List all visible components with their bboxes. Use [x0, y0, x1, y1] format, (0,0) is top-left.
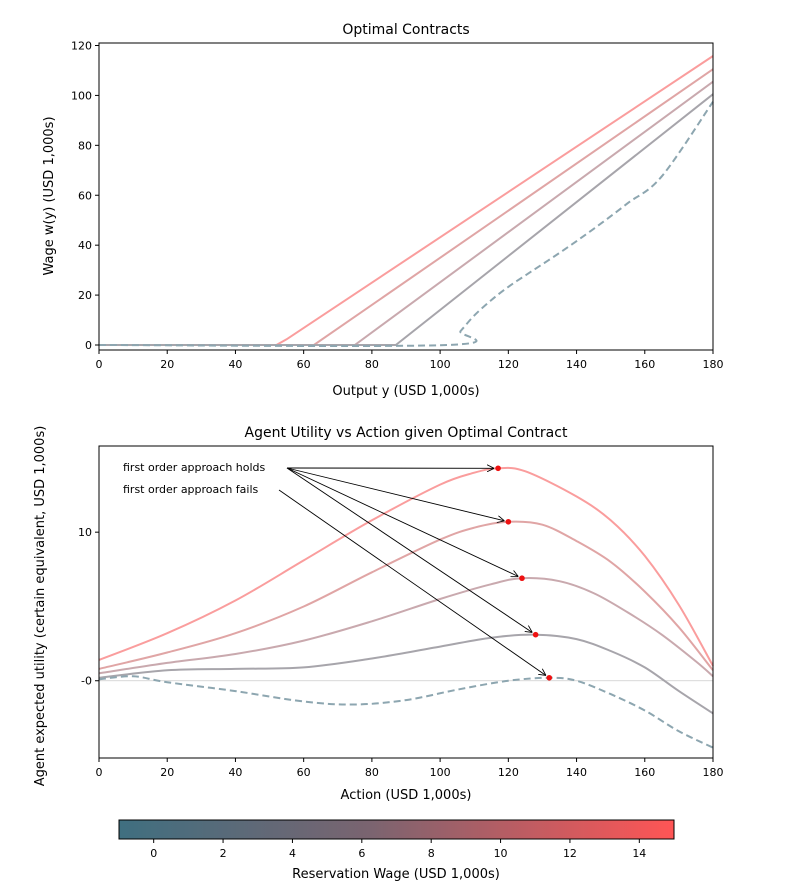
wage-chart-y-tick-label: 60 [78, 189, 92, 202]
wage-line-reservation-6 [99, 80, 714, 346]
utility-chart-x-label: Action (USD 1,000s) [341, 788, 472, 803]
wage-chart-y-tick-label: 80 [78, 139, 92, 152]
annotation-arrow [286, 467, 518, 577]
wage-chart-y-tick-label: 120 [71, 39, 92, 52]
annotation-arrow [286, 467, 532, 632]
utility-chart-x-ticks: 0 20 40 60 80 100 120 140 160 180 [96, 758, 724, 779]
wage-line-reservation-10 [99, 68, 714, 346]
wage-chart-x-tick-label: 0 [96, 358, 103, 371]
optimum-marker-reservation-6 [519, 575, 525, 582]
utility-chart-x-tick-label: 140 [566, 766, 587, 779]
utility-chart-arrows [278, 467, 546, 675]
utility-line-reservation-10 [98, 520, 714, 671]
colorbar-tick-label: 0 [150, 847, 157, 860]
utility-chart-y-tick-label: 10 [78, 526, 92, 539]
wage-chart-x-tick-label: 120 [498, 358, 519, 371]
annotation-arrow [286, 467, 504, 521]
utility-line-reservation-14 [98, 466, 714, 667]
colorbar-tick-label: 2 [220, 847, 227, 860]
annotation-holds: first order approach holds [123, 461, 266, 474]
optimum-marker-reservation-10 [505, 518, 512, 525]
wage-chart-x-tick-label: 60 [297, 358, 311, 371]
wage-chart-title: Optimal Contracts [342, 22, 469, 38]
wage-chart-y-tick-label: 40 [78, 239, 92, 252]
wage-chart-x-tick-label: 160 [634, 358, 655, 371]
utility-chart-title: Agent Utility vs Action given Optimal Co… [245, 425, 568, 441]
utility-chart-optima [495, 465, 553, 681]
wage-line-reservation-0 [98, 101, 714, 348]
colorbar-ticks: 0 2 4 6 8 10 12 14 [150, 839, 646, 860]
utility-chart-x-tick-label: 60 [297, 766, 311, 779]
utility-chart-x-tick-label: 100 [430, 766, 451, 779]
utility-chart-x-tick-label: 40 [228, 766, 242, 779]
wage-chart-x-tick-label: 140 [566, 358, 587, 371]
utility-chart-y-tick-label: -0 [81, 675, 92, 688]
colorbar-tick-label: 6 [358, 847, 365, 860]
colorbar-tick-label: 10 [494, 847, 508, 860]
utility-chart-frame [98, 445, 714, 759]
optimum-marker-reservation-3 [532, 631, 539, 638]
utility-chart: Agent Utility vs Action given Optimal Co… [33, 425, 724, 803]
wage-chart-x-tick-label: 180 [703, 358, 724, 371]
wage-chart-x-tick-label: 80 [365, 358, 379, 371]
utility-chart-x-tick-label: 20 [160, 766, 174, 779]
wage-chart-y-tick-label: 100 [71, 89, 92, 102]
utility-chart-x-tick-label: 160 [634, 766, 655, 779]
optimum-marker-reservation-14 [495, 465, 501, 472]
wage-chart-frame [98, 42, 714, 351]
wage-chart-x-tick-label: 20 [160, 358, 174, 371]
wage-line-reservation-14 [99, 55, 714, 346]
wage-chart-x-ticks: 0 20 40 60 80 100 120 140 160 180 [96, 350, 724, 371]
wage-chart-x-tick-label: 100 [430, 358, 451, 371]
colorbar: 0 2 4 6 8 10 12 14 Reservation Wage (USD 1,000s… [118, 819, 675, 882]
colorbar-gradient [118, 819, 675, 840]
colorbar-tick-label: 8 [428, 847, 435, 860]
utility-chart-y-ticks: 10 -0 [78, 526, 99, 688]
utility-line-reservation-0 [98, 675, 714, 749]
colorbar-tick-label: 12 [563, 847, 577, 860]
wage-chart-x-tick-label: 40 [228, 358, 242, 371]
utility-chart-lines [98, 466, 714, 749]
utility-chart-x-tick-label: 0 [96, 766, 103, 779]
colorbar-label: Reservation Wage (USD 1,000s) [292, 867, 500, 882]
annotation-arrow [278, 489, 546, 675]
wage-chart-y-tick-label: 20 [78, 289, 92, 302]
wage-chart-lines [98, 55, 714, 348]
utility-chart-x-tick-label: 80 [365, 766, 379, 779]
wage-chart-y-tick-label: 0 [85, 339, 92, 352]
wage-chart: Optimal Contracts 0 20 40 60 80 100 120 140 160 1… [42, 22, 724, 399]
optimum-marker-reservation-0 [546, 674, 553, 681]
wage-chart-x-label: Output y (USD 1,000s) [332, 384, 479, 399]
annotation-fails: first order approach fails [123, 483, 259, 496]
utility-chart-y-label: Agent expected utility (certain equivale… [33, 426, 48, 787]
colorbar-tick-label: 14 [632, 847, 646, 860]
utility-chart-x-tick-label: 180 [703, 766, 724, 779]
utility-chart-x-tick-label: 120 [498, 766, 519, 779]
wage-chart-y-ticks: 0 20 40 60 80 100 120 [71, 39, 99, 352]
utility-line-reservation-3 [98, 633, 714, 715]
wage-chart-y-label: Wage w(y) (USD 1,000s) [42, 116, 57, 275]
colorbar-tick-label: 4 [289, 847, 296, 860]
utility-line-reservation-6 [98, 577, 714, 678]
